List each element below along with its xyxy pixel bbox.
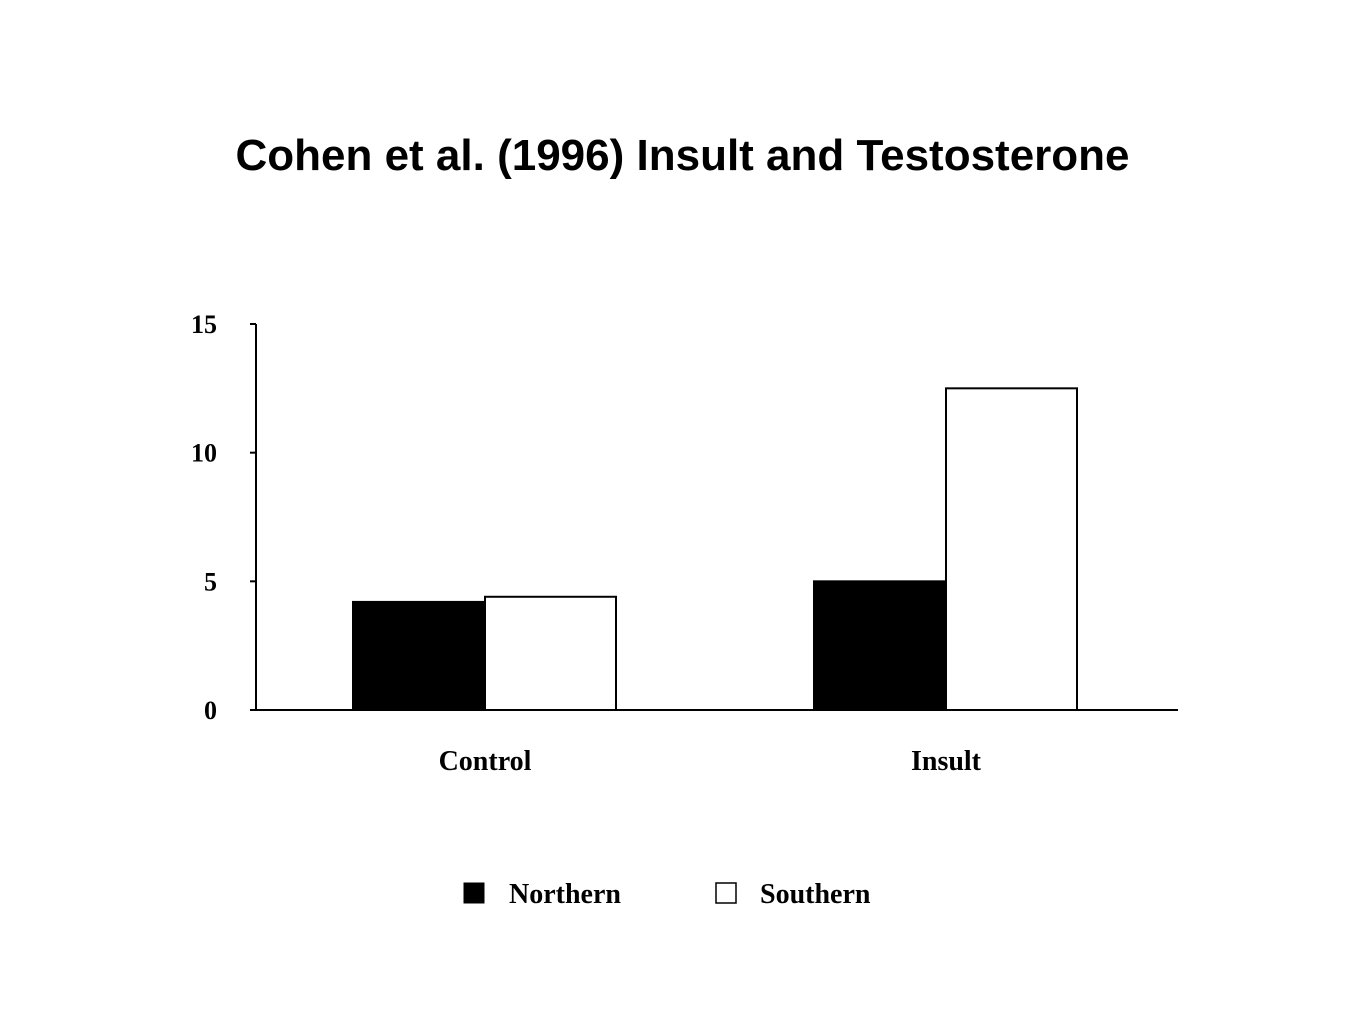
y-tick-label: 15 xyxy=(191,310,217,339)
legend-label-southern: Southern xyxy=(760,879,871,910)
bar-northern-insult xyxy=(813,580,946,711)
x-axis-labels: Control Insult xyxy=(439,746,982,777)
chart-title: Cohen et al. (1996) Insult and Testoster… xyxy=(235,131,1130,180)
y-tick-label: 0 xyxy=(204,696,217,725)
legend-swatch-southern xyxy=(715,882,737,904)
bar-northern-control xyxy=(352,600,485,711)
legend-swatch-northern xyxy=(463,882,485,904)
bars xyxy=(352,387,1078,711)
x-tick-label-control: Control xyxy=(439,746,532,777)
x-tick-label-insult: Insult xyxy=(911,746,982,777)
y-tick-label: 10 xyxy=(191,439,217,468)
legend: Northern Southern xyxy=(463,879,871,910)
bar-southern-insult xyxy=(945,387,1078,711)
bar-southern-control xyxy=(484,595,617,711)
y-tick-label: 5 xyxy=(204,567,217,596)
axes xyxy=(255,324,1178,711)
y-axis-ticks: 0 5 10 15 xyxy=(191,310,256,725)
legend-label-northern: Northern xyxy=(509,879,621,910)
